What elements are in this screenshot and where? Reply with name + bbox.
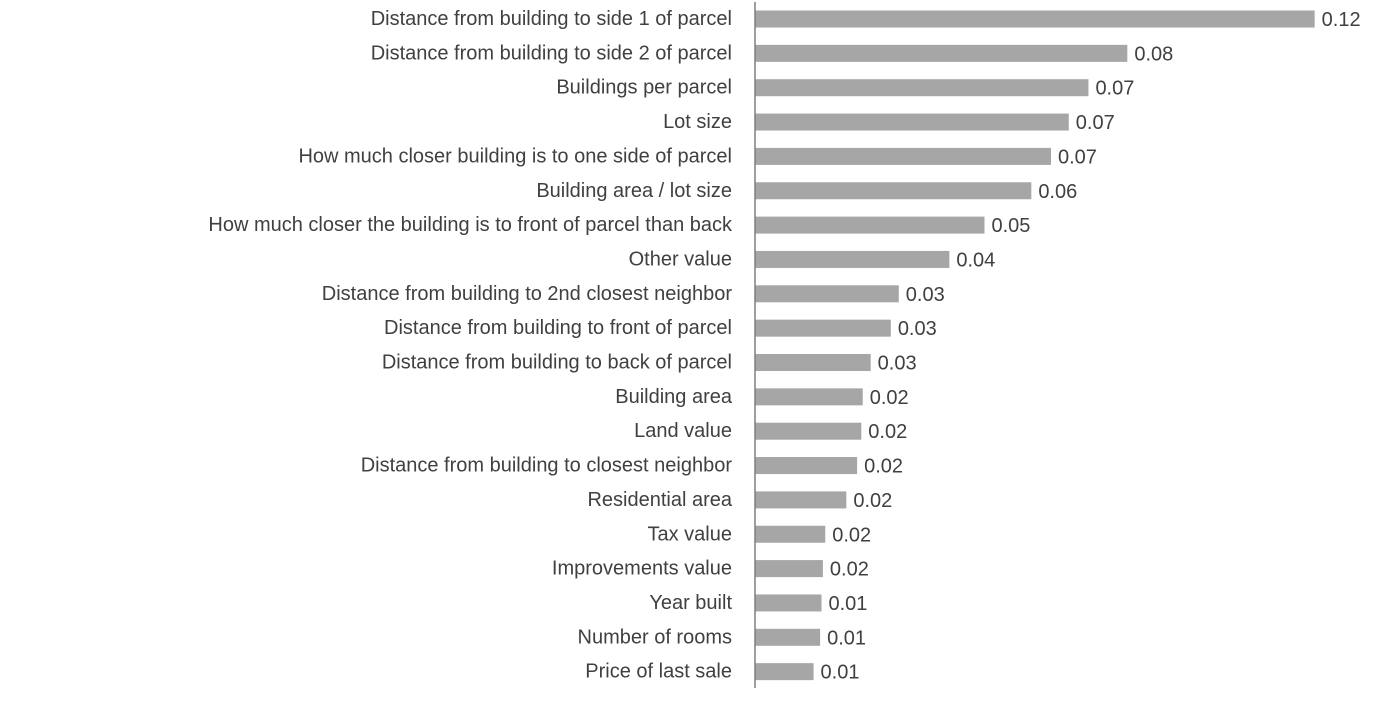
value-label: 0.06 [1038,181,1077,203]
bar [755,148,1051,165]
bar [755,457,857,474]
value-label: 0.02 [853,490,892,512]
category-labels-group: Distance from building to side 1 of parc… [208,8,733,683]
category-label: Land value [634,420,732,442]
value-label: 0.01 [821,662,860,684]
bar [755,79,1088,96]
value-label: 0.03 [898,318,937,340]
category-label: Number of rooms [578,626,733,648]
value-label: 0.02 [830,559,869,581]
category-label: Building area [615,386,733,408]
category-label: Improvements value [552,558,732,580]
category-label: Tax value [648,523,733,545]
value-label: 0.05 [991,215,1030,237]
bar [755,285,899,302]
category-label: Distance from building to 2nd closest ne… [322,283,733,305]
category-label: Distance from building to front of parce… [384,317,732,339]
value-label: 0.07 [1095,78,1134,100]
value-labels-group: 0.120.080.070.070.070.060.050.040.030.03… [821,9,1361,684]
value-label: 0.04 [956,249,995,271]
bar [755,182,1031,199]
bar [755,423,861,440]
value-label: 0.03 [906,284,945,306]
value-label: 0.02 [868,421,907,443]
bar [755,560,823,577]
bar [755,251,949,268]
value-label: 0.01 [829,593,868,615]
value-label: 0.07 [1076,112,1115,134]
value-label: 0.02 [832,524,871,546]
category-label: Distance from building to side 1 of parc… [371,8,732,30]
value-label: 0.07 [1058,146,1097,168]
category-label: Building area / lot size [536,180,732,202]
bar [755,526,825,543]
bar [755,114,1069,131]
category-label: How much closer building is to one side … [298,145,732,167]
value-label: 0.08 [1134,43,1173,65]
category-label: Year built [649,592,732,614]
bar [755,354,871,371]
bar [755,320,891,337]
bar [755,629,820,646]
bar [755,45,1127,62]
category-label: Distance from building to back of parcel [382,352,732,374]
category-label: Lot size [663,111,732,133]
category-label: Buildings per parcel [556,77,732,99]
category-label: Distance from building to side 2 of parc… [371,42,732,64]
bar [755,11,1315,28]
category-label: Price of last sale [585,661,732,683]
value-label: 0.02 [864,456,903,478]
category-label: Residential area [587,489,732,511]
value-label: 0.03 [878,353,917,375]
bar [755,663,814,680]
category-label: Distance from building to closest neighb… [361,455,733,477]
value-label: 0.02 [870,387,909,409]
value-label: 0.12 [1322,9,1361,31]
value-label: 0.01 [827,627,866,649]
bar [755,491,846,508]
bar [755,217,984,234]
category-label: How much closer the building is to front… [208,214,733,236]
bar [755,594,822,611]
bar [755,388,863,405]
category-label: Other value [629,248,732,270]
